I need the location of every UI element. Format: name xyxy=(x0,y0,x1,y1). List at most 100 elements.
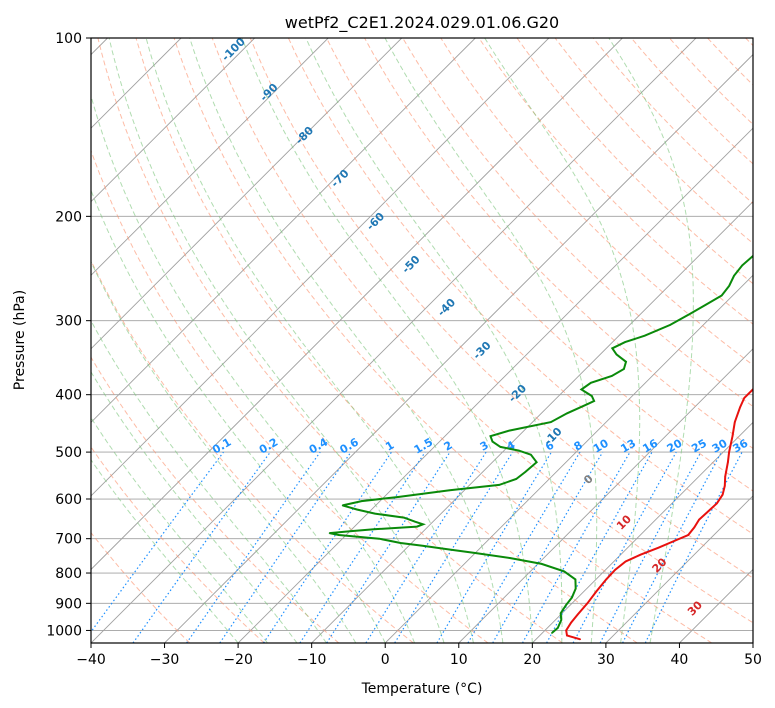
dewpoint-point xyxy=(398,496,400,498)
dewpoint-point xyxy=(705,303,707,306)
temperature-point xyxy=(566,634,568,637)
dewpoint-point xyxy=(611,347,614,350)
dewpoint-point xyxy=(643,334,646,337)
mixing-ratio-line xyxy=(436,451,553,643)
dewpoint-point xyxy=(373,528,375,531)
mixing-ratio-line xyxy=(91,451,224,633)
dewpoint-point xyxy=(515,478,517,480)
y-axis-label: Pressure (hPa) xyxy=(12,290,28,390)
adiabat-label: -60 xyxy=(364,210,387,233)
y-tick-label: 600 xyxy=(55,492,82,508)
mixing-ratio-line xyxy=(326,451,451,643)
x-tick-label: 0 xyxy=(381,652,390,668)
plot-area: 0.1 0.2 0.4 0.6 1 1.5 2 3 4 6 8 10 13 16 20 25 30 36-100-… xyxy=(91,38,771,661)
dewpoint-point xyxy=(403,516,405,519)
dry-adiabats xyxy=(91,38,753,643)
mixing-ratio-line xyxy=(572,451,677,643)
adiabat-label: -20 xyxy=(506,382,529,405)
dry-adiabat xyxy=(211,38,753,624)
moist-adiabat xyxy=(91,416,268,643)
dewpoint-point xyxy=(563,570,565,573)
adiabat-label: 20 xyxy=(650,555,670,575)
isotherm-line xyxy=(237,127,753,643)
dewpoint-point xyxy=(741,264,743,267)
temperature-point xyxy=(698,518,700,521)
y-tick-label: 300 xyxy=(55,314,82,330)
mixing-ratio-line xyxy=(219,451,352,643)
adiabat-label: -40 xyxy=(435,296,458,319)
dewpoint-point xyxy=(489,435,492,438)
dry-adiabat xyxy=(173,38,713,643)
dewpoint-point xyxy=(518,449,520,452)
mixing-ratio-line xyxy=(365,451,487,643)
dewpoint-point xyxy=(422,523,424,526)
mixing-ratio-line xyxy=(299,451,426,643)
mixing-ratio-line xyxy=(546,451,653,643)
moist-adiabat xyxy=(91,189,386,643)
mixing-ratio-label: 13 xyxy=(618,437,638,456)
mixing-ratio-label: 1.5 xyxy=(412,436,435,457)
mixing-ratio-label: 8 xyxy=(572,439,585,454)
temperature-point xyxy=(586,602,589,605)
dry-adiabat xyxy=(440,38,753,366)
dry-adiabat xyxy=(707,38,753,86)
temperature-point xyxy=(614,569,616,571)
dewpoint-point xyxy=(399,542,402,544)
dewpoint-point xyxy=(560,619,563,621)
dewpoint-point xyxy=(586,403,589,406)
adiabat-label: -70 xyxy=(328,167,351,190)
dewpoint-point xyxy=(615,353,618,356)
adiabat-label: 40 xyxy=(721,641,741,661)
mixing-ratio-label: 36 xyxy=(730,436,750,455)
dewpoint-point xyxy=(557,627,559,629)
dewpoint-point xyxy=(413,520,416,523)
dry-adiabat xyxy=(364,38,753,450)
isotherm-line xyxy=(164,53,753,643)
dry-adiabat xyxy=(135,38,638,643)
dry-adiabat xyxy=(592,38,753,205)
dewpoint-point xyxy=(491,440,494,443)
mixing-ratio-line xyxy=(394,451,514,643)
dry-adiabat xyxy=(91,446,265,643)
moist-adiabat xyxy=(384,38,598,643)
isotherm-line xyxy=(91,38,255,203)
moist-adiabat xyxy=(484,38,641,643)
temperature-point xyxy=(570,621,572,624)
mixing-ratio-label: 0.1 xyxy=(210,436,233,457)
temperature-point xyxy=(687,534,689,536)
dewpoint-point xyxy=(590,382,592,384)
isotherm-line xyxy=(679,568,753,643)
moist-adiabat xyxy=(91,260,357,643)
dewpoint-point xyxy=(498,484,501,486)
temperature-point xyxy=(743,397,746,399)
dry-adiabat xyxy=(91,356,340,643)
temperature-point xyxy=(674,539,677,542)
adiabat-label: 0 xyxy=(581,472,596,487)
mixing-ratio-line xyxy=(262,451,392,643)
dewpoint-point xyxy=(733,275,735,277)
moist-adiabat xyxy=(91,458,239,643)
adiabat-label: 10 xyxy=(614,512,634,532)
dewpoint-point xyxy=(422,545,425,547)
dewpoint-point xyxy=(530,453,532,456)
dewpoint-point xyxy=(328,532,331,534)
temperature-point xyxy=(731,435,734,438)
dewpoint-point xyxy=(728,285,730,287)
y-tick-label: 900 xyxy=(55,596,82,612)
temperature-point xyxy=(762,374,764,376)
dewpoint-point xyxy=(574,578,577,581)
dry-adiabat xyxy=(249,38,753,579)
mixing-ratio-line xyxy=(492,451,604,643)
dewpoint-point xyxy=(508,429,511,432)
dewpoint-point xyxy=(754,254,756,256)
adiabat-label: 30 xyxy=(685,598,705,618)
isotherm-line xyxy=(91,38,550,497)
dry-adiabat xyxy=(669,38,753,126)
temperature-point xyxy=(769,360,771,362)
isotherm-line xyxy=(311,201,753,643)
x-tick-label: 20 xyxy=(523,652,541,668)
dewpoint-point xyxy=(374,512,376,515)
dewpoint-point xyxy=(565,604,567,606)
dry-adiabat xyxy=(91,531,191,643)
dewpoint-point xyxy=(540,563,543,565)
